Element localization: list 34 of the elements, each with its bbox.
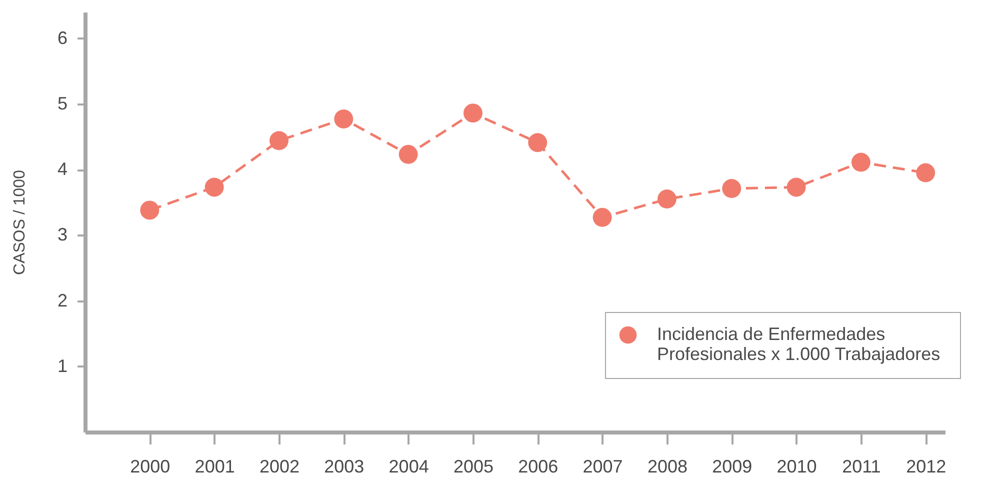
point xyxy=(916,163,936,182)
point xyxy=(204,178,224,197)
point xyxy=(270,131,288,150)
x-tick-label: 2011 xyxy=(842,456,881,476)
x-tick-label: 2002 xyxy=(259,456,300,476)
point xyxy=(592,208,612,227)
x-tick-label: 2009 xyxy=(712,456,752,476)
point xyxy=(722,179,742,198)
point xyxy=(334,110,354,128)
point xyxy=(463,104,482,123)
x-tick-label: 2006 xyxy=(518,456,558,476)
y-tick-label: 5 xyxy=(57,93,68,114)
y-tick-label: 1 xyxy=(57,356,68,376)
y-tick-label: 2 xyxy=(57,290,68,310)
point xyxy=(851,152,870,172)
x-tick-label: 2010 xyxy=(776,456,817,476)
y-tick-label: 6 xyxy=(57,28,68,48)
x-tick-label: 2000 xyxy=(130,456,170,476)
y-tick-label: 3 xyxy=(57,224,68,245)
x-tick-label: 2003 xyxy=(324,456,364,476)
point xyxy=(140,200,160,220)
x-tick-label: 2005 xyxy=(453,456,494,476)
point xyxy=(528,133,548,152)
x-tick-label: 2008 xyxy=(647,456,688,476)
x-tick-label: 2012 xyxy=(906,456,946,476)
point xyxy=(786,178,806,197)
x-tick-label: 2007 xyxy=(582,456,623,476)
y-tick-label: 4 xyxy=(57,159,68,179)
point xyxy=(398,144,418,164)
x-tick-label: 2004 xyxy=(388,456,429,476)
x-tick-label: 2001 xyxy=(194,456,235,476)
legend-label: Incidencia de Enfermedades Profesionales x 1.000 Trabajadores xyxy=(657,324,940,364)
point xyxy=(657,190,676,208)
y-axis-title: CASOS / 1000 xyxy=(11,170,28,275)
